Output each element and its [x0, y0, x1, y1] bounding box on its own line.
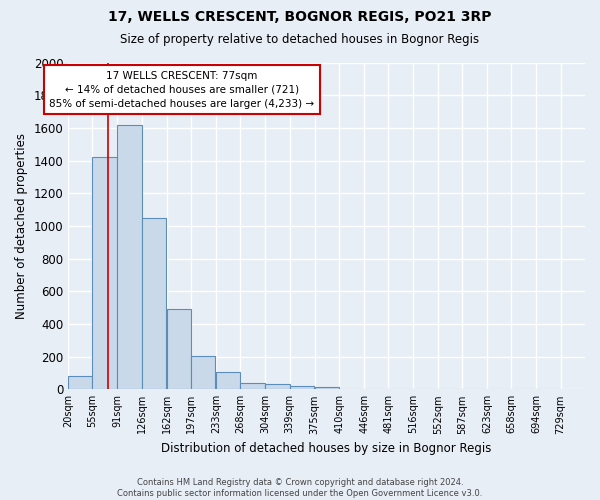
Bar [191, 356, 215, 390]
Bar [241, 383, 265, 390]
Bar [315, 387, 339, 390]
Bar [290, 386, 314, 390]
Bar [265, 384, 290, 390]
Text: 17 WELLS CRESCENT: 77sqm
← 14% of detached houses are smaller (721)
85% of semi-: 17 WELLS CRESCENT: 77sqm ← 14% of detach… [49, 70, 314, 108]
Bar [216, 372, 241, 390]
Bar [92, 158, 117, 390]
Bar [118, 124, 142, 390]
Bar [142, 218, 166, 390]
X-axis label: Distribution of detached houses by size in Bognor Regis: Distribution of detached houses by size … [161, 442, 492, 455]
Text: 17, WELLS CRESCENT, BOGNOR REGIS, PO21 3RP: 17, WELLS CRESCENT, BOGNOR REGIS, PO21 3… [108, 10, 492, 24]
Text: Contains HM Land Registry data © Crown copyright and database right 2024.
Contai: Contains HM Land Registry data © Crown c… [118, 478, 482, 498]
Y-axis label: Number of detached properties: Number of detached properties [15, 133, 28, 319]
Bar [68, 376, 92, 390]
Text: Size of property relative to detached houses in Bognor Regis: Size of property relative to detached ho… [121, 32, 479, 46]
Bar [167, 309, 191, 390]
